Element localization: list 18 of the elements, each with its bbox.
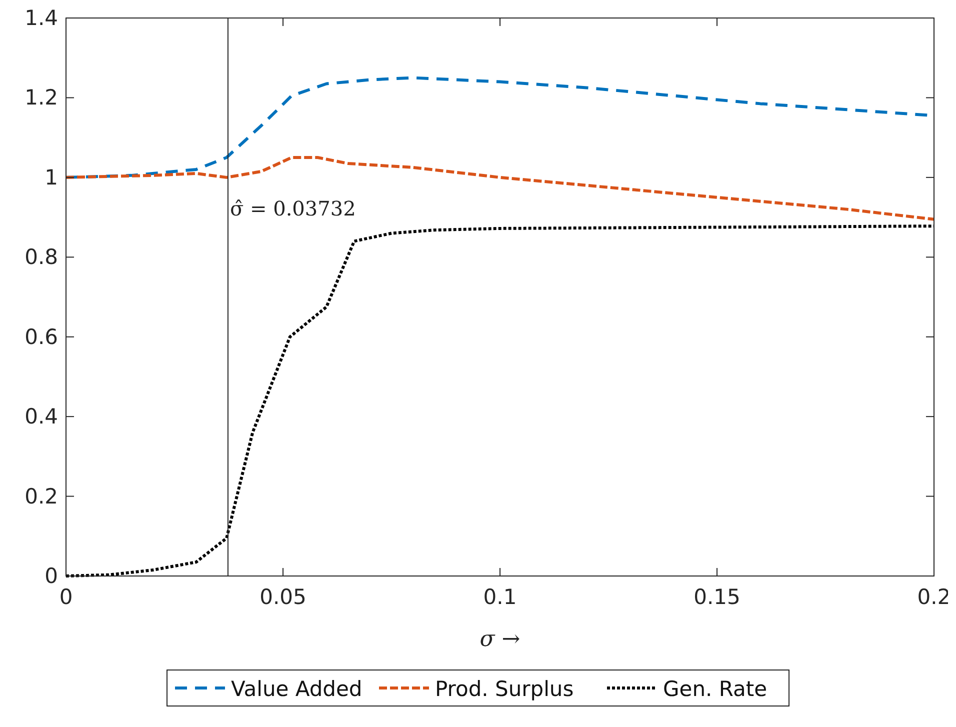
y-tick-label: 1.4: [24, 6, 58, 30]
y-tick-label: 0.2: [24, 484, 58, 508]
legend-label: Gen. Rate: [663, 677, 768, 701]
y-tick-label: 1: [44, 165, 58, 190]
x-tick-label: 0.15: [694, 585, 740, 609]
y-tick-label: 0.4: [24, 404, 58, 429]
x-tick-label: 0.05: [260, 585, 306, 609]
x-tick-label: 0.1: [483, 585, 517, 609]
legend-label: Prod. Surplus: [435, 677, 574, 701]
y-tick-label: 1.2: [24, 86, 58, 110]
y-tick-label: 0.6: [24, 324, 58, 349]
x-axis-title: σ →: [480, 627, 520, 652]
ref-line-label: σ̂ = 0.03732: [230, 196, 356, 220]
legend-label: Value Added: [231, 677, 362, 701]
y-tick-label: 0.8: [24, 245, 58, 270]
x-tick-label: 0: [59, 585, 73, 609]
y-tick-label: 0: [44, 564, 58, 588]
line-series: [64, 156, 936, 221]
